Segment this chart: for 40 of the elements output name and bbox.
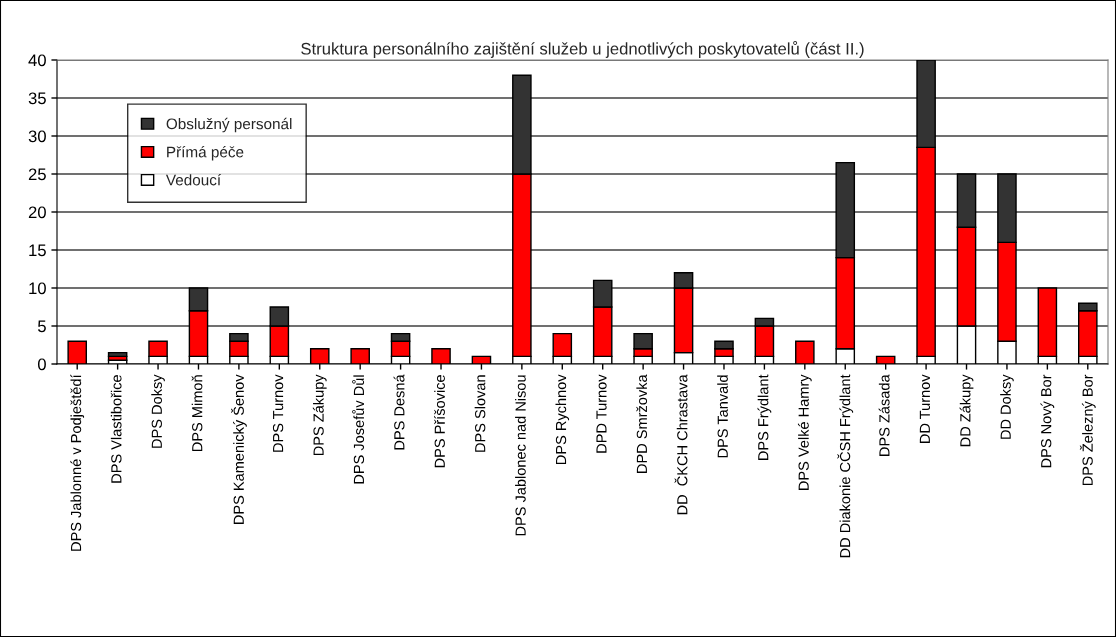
legend-label: Obslužný personál xyxy=(166,117,292,133)
y-tick-label: 35 xyxy=(28,92,46,105)
x-tick-label: DPS Jablonné v Podještědí xyxy=(70,374,85,551)
y-tick-label: 25 xyxy=(28,168,46,181)
x-tick-label: DD Diakonie CČSH Frýdlant xyxy=(837,374,854,558)
y-tick-label: 20 xyxy=(28,206,46,219)
x-tick-label: DPD Turnov xyxy=(596,374,607,453)
x-tick-label: DPS Zásada xyxy=(878,374,890,456)
x-tick-label: DPS Josefův Důl xyxy=(352,375,365,484)
x-tick-label: DPS Zákupy xyxy=(312,374,327,456)
bar xyxy=(107,351,128,358)
legend-label: Vedoucí xyxy=(165,174,222,186)
y-tick-label: 10 xyxy=(29,282,46,295)
x-tick-label: DPS Doksy xyxy=(151,374,165,448)
y-tick-label: 15 xyxy=(29,244,46,257)
x-tick-label: DPS Železný Bor xyxy=(1079,374,1096,486)
x-tick-label: DPS Frýdlant xyxy=(757,374,772,460)
x-tick-label: DPS Nový Bor xyxy=(1040,374,1055,468)
x-tick-label: DD Zákupy xyxy=(959,374,974,447)
y-tick-label: 0 xyxy=(37,358,46,371)
y-tick-label: 30 xyxy=(28,130,46,143)
x-tick-label: DPD Smržovka xyxy=(636,374,648,473)
x-tick-label: DPS Slovan xyxy=(474,375,486,452)
x-tick-label: DPS Turnov xyxy=(272,374,284,452)
x-tick-label: DPS Mimoň xyxy=(191,375,203,452)
y-tick-label: 5 xyxy=(37,320,46,333)
x-tick-label: DD Turnov xyxy=(919,374,931,443)
x-tick-label: DPS Jablonec nad Nisou xyxy=(515,375,526,536)
legend-label: Přímá péče xyxy=(167,146,244,161)
x-tick-label: DD Doksy xyxy=(1000,374,1014,439)
x-tick-label: DPS Desná xyxy=(393,374,405,450)
x-tick-label: DPS Tanvald xyxy=(717,375,728,458)
x-tick-label: DPS Vlastibořice xyxy=(110,375,122,483)
x-tick-label: DPS Rychnov xyxy=(555,374,570,464)
y-tick-label: 40 xyxy=(28,54,46,67)
chart-title: Struktura personálního zajištění služeb u jednotlivých poskytovatelů (část II.) xyxy=(301,41,864,58)
x-tick-label: DPS Příšovice xyxy=(434,375,445,468)
x-tick-label: DD ČKCH Chrastava xyxy=(674,374,688,515)
x-tick-label: DPS Kamenický Šenov xyxy=(231,374,247,524)
x-tick-label: DPS Velké Hamry xyxy=(797,374,812,490)
